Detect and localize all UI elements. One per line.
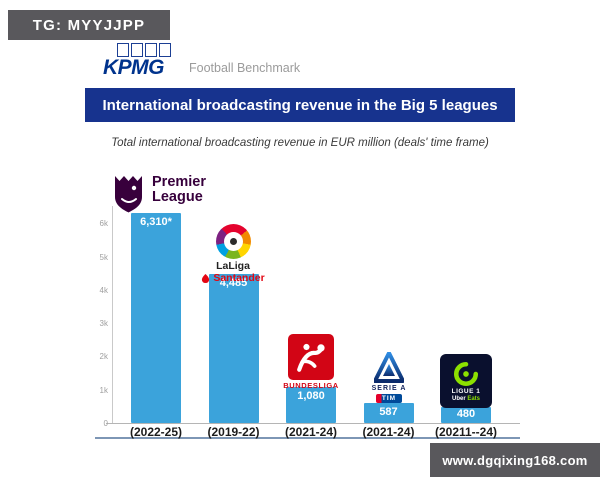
- laliga-ball-icon: [216, 224, 251, 259]
- x-axis-line: [106, 423, 520, 424]
- ligue1-crest-icon: LIGUE 1 Uber Eats: [440, 354, 492, 408]
- x-axis-label: (2019-22): [207, 425, 260, 439]
- y-axis-tick-label: 0: [103, 419, 108, 428]
- bundesliga-wordmark: BUNDESLIGA: [283, 381, 339, 390]
- bar-premier-league: 6,310*: [131, 213, 181, 423]
- ligue1-wordmark: LIGUE 1: [451, 387, 481, 395]
- y-axis-tick-label: 5k: [99, 252, 108, 262]
- telegram-badge: TG: MYYJJPP: [8, 10, 170, 40]
- premier-league-line1: Premier: [152, 174, 207, 190]
- x-axis-label: (2021-24): [284, 425, 338, 439]
- chart-title-banner: International broadcasting revenue in th…: [85, 88, 515, 122]
- uber-label: Uber: [451, 395, 466, 402]
- serie-a-wordmark: SERIE A: [371, 385, 407, 392]
- eats-label: Eats: [467, 395, 481, 402]
- y-axis-tick-label: 2k: [99, 352, 108, 362]
- football-benchmark-label: Football Benchmark: [189, 61, 301, 75]
- kpmg-logo: KPMG: [103, 43, 171, 78]
- x-axis-label: (2021-24): [362, 425, 415, 439]
- bar-value-label: 4,485: [219, 277, 248, 289]
- premier-league-lion-crest-icon: [115, 176, 142, 213]
- bottom-divider-line: [95, 437, 520, 439]
- uber-eats-wordmark: Uber Eats: [452, 396, 480, 402]
- chart-subtitle: Total international broadcasting revenue…: [111, 137, 489, 149]
- serie-a-triangle-icon: [374, 352, 404, 383]
- ligue1-swirl-icon: [453, 361, 479, 386]
- premier-league-line2: League: [152, 189, 203, 205]
- y-axis-tick-label: 6k: [99, 219, 108, 229]
- bar-value-label: 6,310*: [140, 216, 172, 228]
- santander-wordmark: Santander: [188, 272, 278, 284]
- santander-label: Santander: [213, 272, 265, 284]
- premier-league-logo: Premier League: [110, 172, 206, 214]
- bar-laliga-santander: 4,485: [208, 274, 259, 423]
- tim-sponsor-badge: TIM: [376, 394, 402, 403]
- bar-value-label: 1,080: [297, 390, 325, 402]
- kpmg-rectangles-icon: [117, 43, 171, 57]
- bar-ligue-1-uber-eats: 480: [441, 407, 491, 423]
- x-axis-label: (2022-25): [129, 425, 183, 439]
- kpmg-header: KPMG Football Benchmark: [103, 43, 301, 78]
- santander-flame-icon: [202, 273, 210, 283]
- y-axis-tick-label: 3k: [99, 319, 108, 329]
- bar-bundesliga: 1,080: [286, 387, 336, 423]
- bar-serie-a-tim: 587: [363, 403, 414, 423]
- bar-value-label: 480: [456, 408, 476, 420]
- premier-league-wordmark: Premier League: [152, 175, 206, 205]
- x-axis-label: (20211--24): [434, 425, 498, 439]
- bundesliga-crest-icon: [288, 334, 334, 380]
- bar-value-label: 587: [379, 406, 398, 418]
- y-axis-line: [112, 206, 113, 424]
- y-axis-tick-label: 1k: [99, 385, 108, 395]
- kpmg-logo-text: KPMG: [103, 56, 165, 79]
- laliga-wordmark: LaLiga: [216, 260, 250, 272]
- watermark-url: www.dgqixing168.com: [430, 443, 600, 477]
- y-axis-tick-label: 4k: [99, 285, 108, 295]
